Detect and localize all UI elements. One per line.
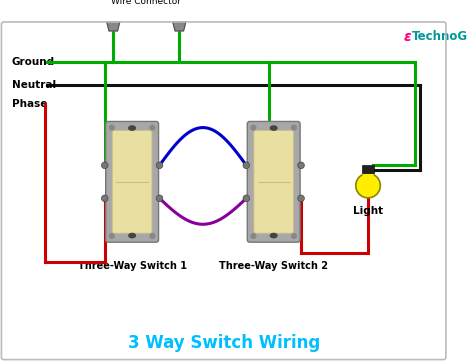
- Text: Phase: Phase: [12, 99, 47, 109]
- Polygon shape: [106, 18, 121, 31]
- Circle shape: [251, 125, 256, 130]
- FancyBboxPatch shape: [247, 121, 300, 242]
- Circle shape: [101, 195, 108, 202]
- Text: TechnoG: TechnoG: [411, 30, 467, 43]
- Polygon shape: [172, 18, 187, 31]
- FancyBboxPatch shape: [254, 130, 293, 233]
- Circle shape: [109, 234, 114, 238]
- Circle shape: [150, 234, 155, 238]
- Circle shape: [156, 162, 163, 169]
- Circle shape: [298, 162, 304, 169]
- Ellipse shape: [129, 126, 136, 130]
- Circle shape: [109, 125, 114, 130]
- Text: Neutral: Neutral: [12, 80, 56, 90]
- Ellipse shape: [270, 234, 277, 238]
- Circle shape: [298, 195, 304, 202]
- Text: Light: Light: [353, 206, 383, 216]
- Text: Ground: Ground: [12, 57, 55, 66]
- FancyBboxPatch shape: [112, 130, 152, 233]
- Circle shape: [101, 162, 108, 169]
- Circle shape: [356, 173, 380, 198]
- Text: Three-Way Switch 1: Three-Way Switch 1: [78, 261, 187, 271]
- Circle shape: [150, 125, 155, 130]
- Circle shape: [292, 125, 296, 130]
- FancyBboxPatch shape: [106, 121, 158, 242]
- Circle shape: [243, 162, 250, 169]
- Circle shape: [292, 234, 296, 238]
- Ellipse shape: [270, 126, 277, 130]
- Ellipse shape: [129, 234, 136, 238]
- Polygon shape: [363, 174, 374, 186]
- Text: ε: ε: [403, 30, 411, 44]
- Text: 3 Way Switch Wiring: 3 Way Switch Wiring: [128, 334, 320, 352]
- Circle shape: [243, 195, 250, 202]
- Circle shape: [251, 234, 256, 238]
- FancyBboxPatch shape: [363, 165, 374, 173]
- Text: Wire Connector: Wire Connector: [111, 0, 181, 6]
- Circle shape: [156, 195, 163, 202]
- Text: Three-Way Switch 2: Three-Way Switch 2: [219, 261, 328, 271]
